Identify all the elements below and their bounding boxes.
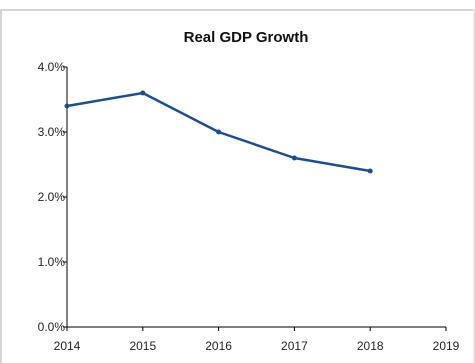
data-point	[140, 90, 146, 96]
x-tick-label: 2017	[281, 339, 308, 353]
x-tick-label: 2014	[54, 339, 81, 353]
data-point	[64, 103, 70, 109]
panel-left-border	[0, 9, 2, 363]
x-tick-label: 2015	[129, 339, 156, 353]
data-point	[291, 155, 297, 161]
x-tick-label: 2016	[205, 339, 232, 353]
y-tick-label: 0.0%	[38, 320, 66, 334]
x-tick-label: 2019	[433, 339, 460, 353]
panel-right-border	[473, 9, 475, 363]
y-tick-label: 3.0%	[38, 125, 66, 139]
y-tick-label: 4.0%	[38, 60, 66, 74]
x-tick-label: 2018	[357, 339, 384, 353]
data-point	[216, 129, 222, 135]
y-tick-group: 0.0% 1.0% 2.0% 3.0% 4.0%	[38, 60, 67, 334]
data-point	[367, 168, 373, 174]
series-group	[64, 90, 373, 174]
chart-title: Real GDP Growth	[184, 29, 309, 46]
x-tick-group: 2014 2015 2016 2017 2018 2019	[54, 327, 460, 353]
y-tick-label: 1.0%	[38, 255, 66, 269]
panel-top-border	[0, 9, 475, 11]
y-tick-label: 2.0%	[38, 190, 66, 204]
